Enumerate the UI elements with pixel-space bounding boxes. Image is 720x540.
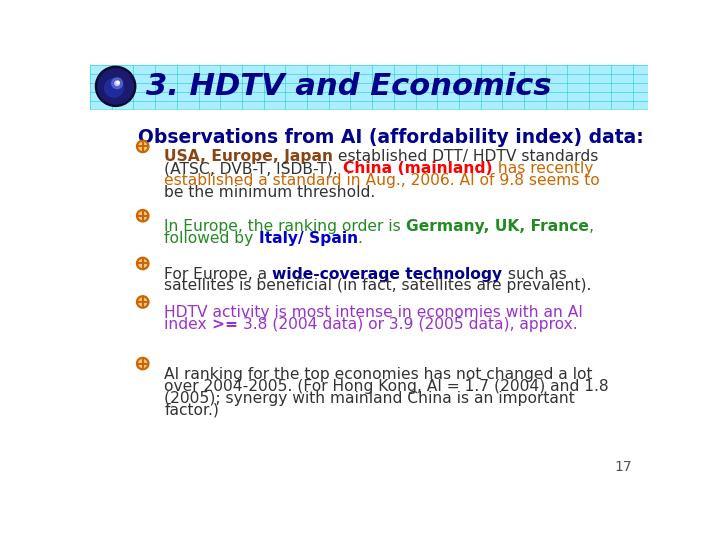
Text: index: index (164, 317, 212, 332)
Text: .: . (358, 231, 363, 246)
Text: has recently: has recently (492, 161, 593, 177)
Text: >=: >= (212, 317, 243, 332)
Text: For Europe, a: For Europe, a (164, 267, 272, 281)
Circle shape (137, 357, 149, 370)
Circle shape (139, 143, 147, 150)
Text: 17: 17 (615, 461, 632, 475)
Circle shape (139, 360, 147, 367)
Text: Observations from AI (affordability index) data:: Observations from AI (affordability inde… (138, 128, 644, 147)
Circle shape (112, 78, 122, 89)
Circle shape (98, 69, 133, 104)
Text: USA, Europe, Japan: USA, Europe, Japan (164, 150, 333, 165)
Text: (2005); synergy with mainland China is an important: (2005); synergy with mainland China is a… (164, 390, 575, 406)
Text: (ATSC, DVB-T, ISDB-T).: (ATSC, DVB-T, ISDB-T). (164, 161, 343, 177)
Circle shape (139, 212, 147, 220)
Text: established a standard in Aug., 2006. AI of 9.8 seems to: established a standard in Aug., 2006. AI… (164, 173, 600, 188)
Text: 3. HDTV and Economics: 3. HDTV and Economics (145, 72, 552, 101)
Text: wide-coverage technology: wide-coverage technology (272, 267, 503, 281)
Circle shape (114, 81, 120, 85)
Circle shape (139, 298, 147, 306)
Text: In Europe, the ranking order is: In Europe, the ranking order is (164, 219, 406, 234)
Text: Italy/ Spain: Italy/ Spain (258, 231, 358, 246)
Text: be the minimum threshold.: be the minimum threshold. (164, 185, 376, 200)
Text: over 2004-2005. (For Hong Kong, AI = 1.7 (2004) and 1.8: over 2004-2005. (For Hong Kong, AI = 1.7… (164, 379, 609, 394)
Circle shape (104, 79, 123, 97)
Circle shape (137, 257, 149, 269)
Text: 3.8 (2004 data) or 3.9 (2005 data), approx.: 3.8 (2004 data) or 3.9 (2005 data), appr… (243, 317, 578, 332)
FancyBboxPatch shape (90, 65, 648, 110)
Circle shape (117, 82, 119, 84)
Text: HDTV activity is most intense in economies with an AI: HDTV activity is most intense in economi… (164, 305, 583, 320)
Text: satellites is beneficial (in fact, satellites are prevalent).: satellites is beneficial (in fact, satel… (164, 279, 592, 293)
Circle shape (137, 210, 149, 222)
Circle shape (96, 66, 136, 106)
Text: factor.): factor.) (164, 402, 220, 417)
Circle shape (139, 260, 147, 267)
Circle shape (137, 140, 149, 153)
Text: established DTT/ HDTV standards: established DTT/ HDTV standards (333, 150, 599, 165)
Text: followed by: followed by (164, 231, 258, 246)
Text: ,: , (589, 219, 594, 234)
Text: Germany, UK, France: Germany, UK, France (406, 219, 589, 234)
Text: such as: such as (503, 267, 566, 281)
Circle shape (137, 296, 149, 308)
Text: AI ranking for the top economies has not changed a lot: AI ranking for the top economies has not… (164, 367, 593, 382)
Text: China (mainland): China (mainland) (343, 161, 492, 177)
